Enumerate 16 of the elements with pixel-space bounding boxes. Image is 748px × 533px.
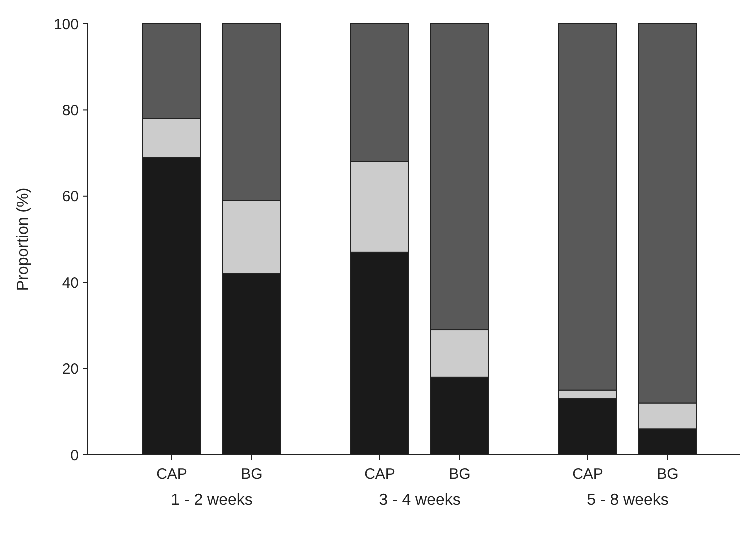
- text: 5 - 8 weeks: [587, 492, 669, 509]
- x-tick-label: BG: [657, 466, 679, 483]
- x-tick-label: BG: [449, 466, 471, 483]
- text: 1 - 2 weeks: [171, 492, 253, 509]
- y-tick-label: 20: [62, 361, 79, 378]
- y-tick-label: 60: [62, 188, 79, 206]
- x-tick-label: CAP: [364, 466, 396, 483]
- text: 3 - 4 weeks: [379, 492, 461, 509]
- y-tick-label: 80: [62, 102, 79, 120]
- y-axis-title: Proportion (%): [15, 188, 32, 292]
- y-tick-label: 100: [54, 16, 79, 34]
- y-tick-label: 40: [62, 274, 79, 292]
- x-tick-label: BG: [241, 466, 263, 483]
- x-tick-label: CAP: [572, 466, 604, 483]
- x-tick-label: CAP: [156, 466, 188, 483]
- y-tick-label: 0: [70, 447, 79, 464]
